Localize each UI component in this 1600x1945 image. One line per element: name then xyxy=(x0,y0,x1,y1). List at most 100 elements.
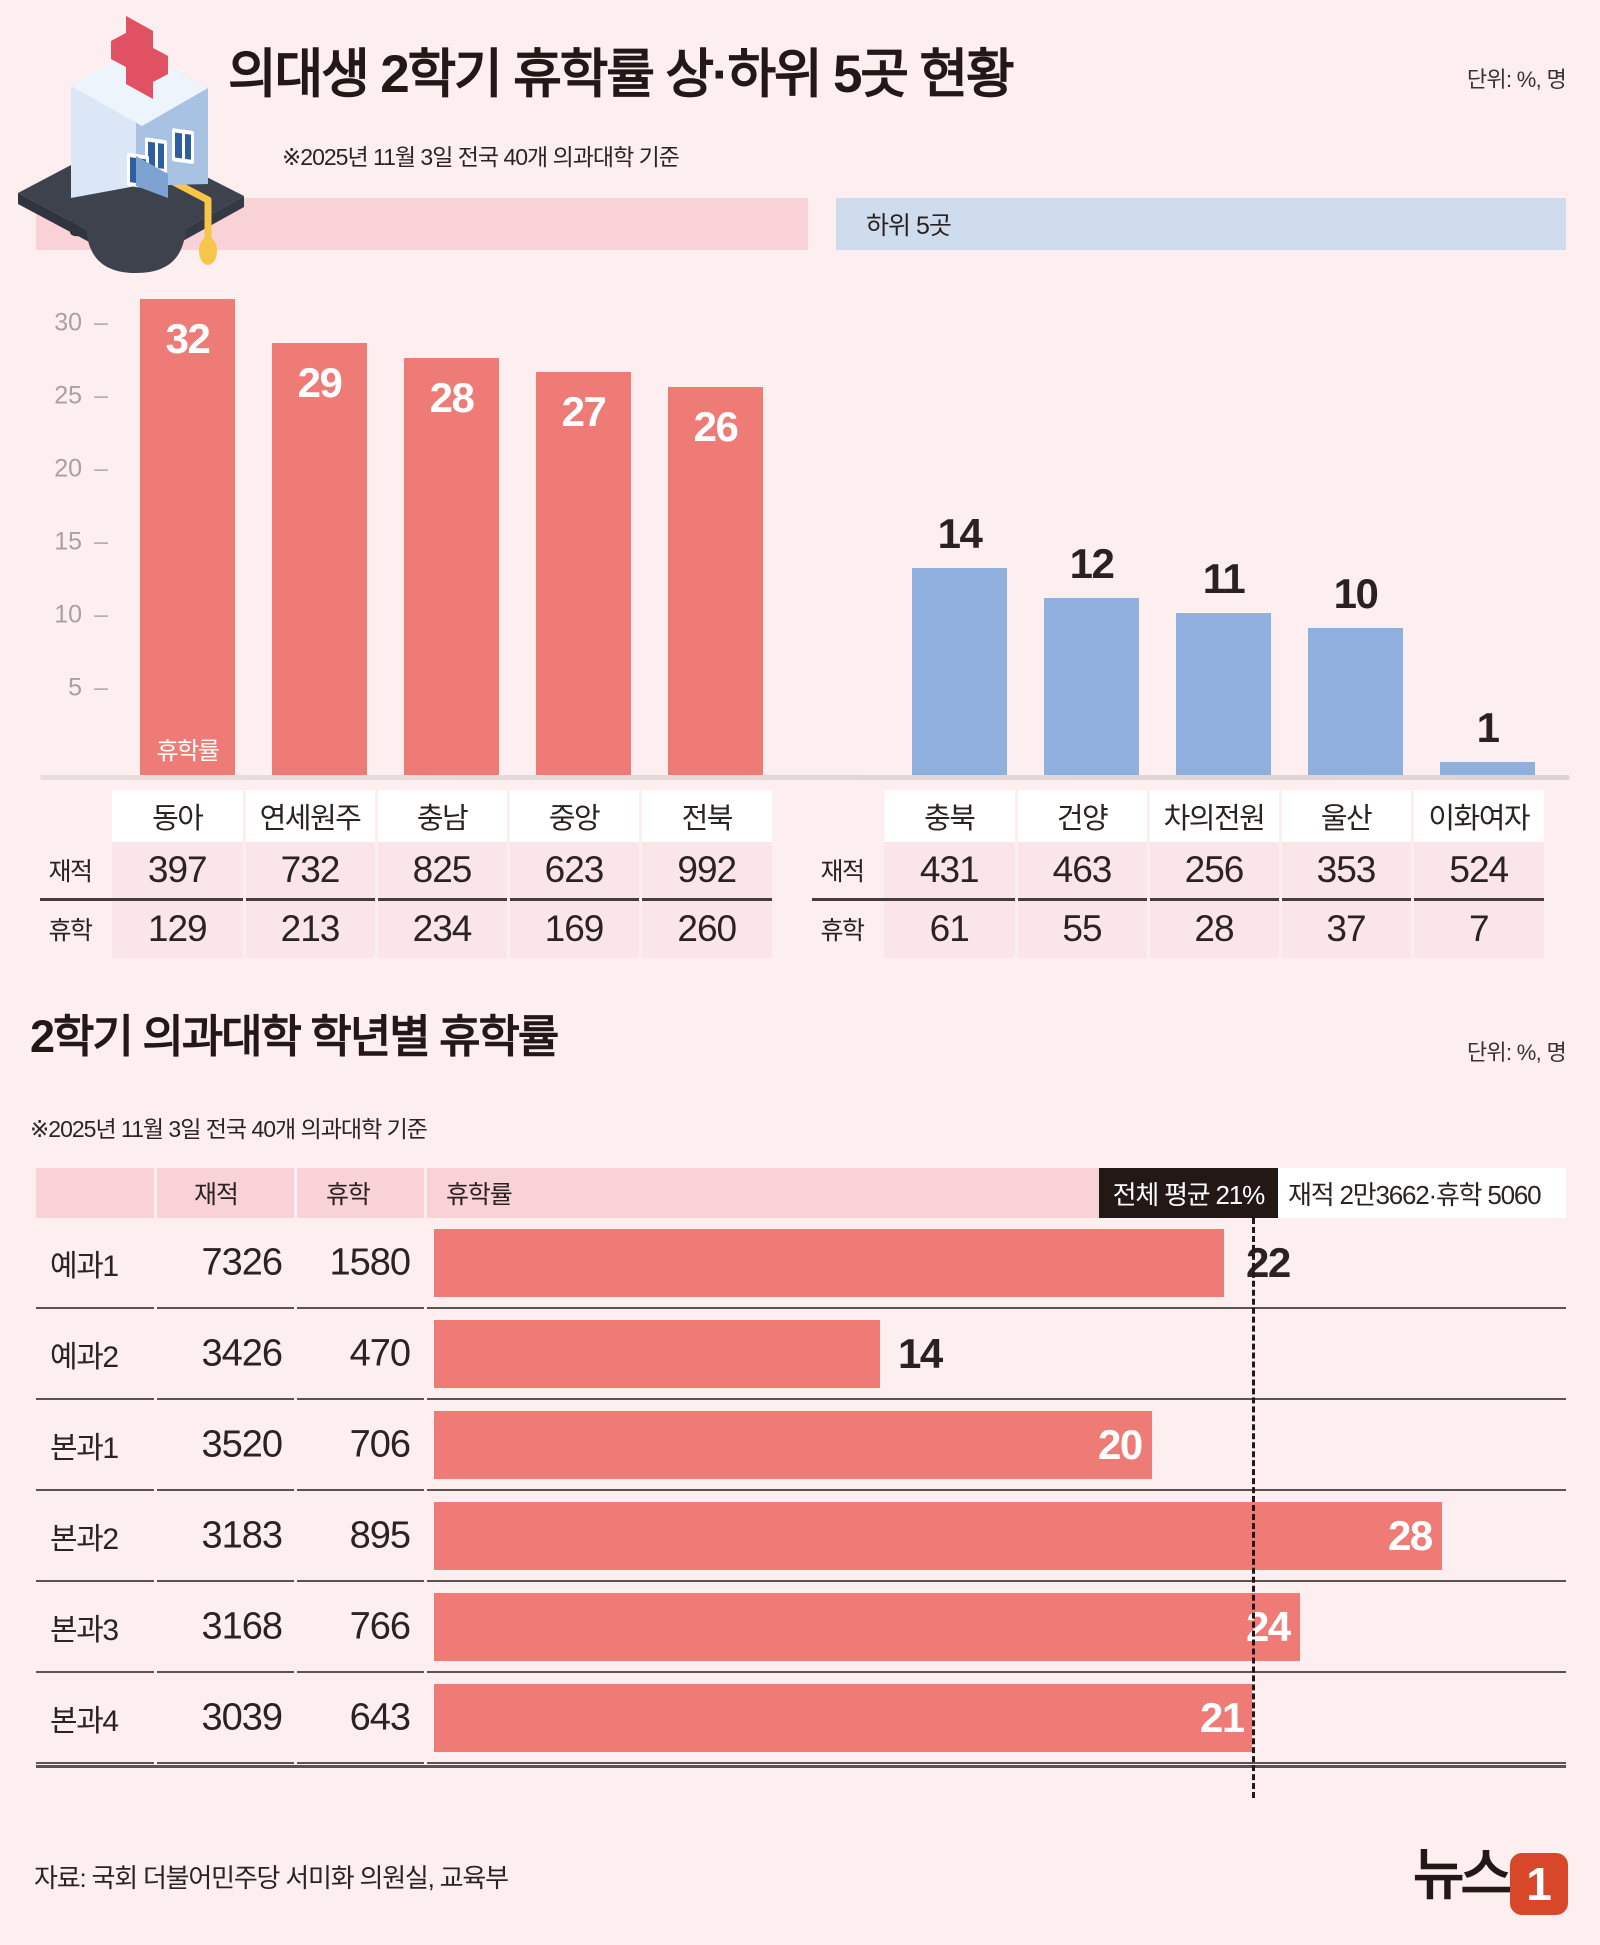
bar-konyang: 12 xyxy=(1044,540,1139,778)
cell-leave: 470 xyxy=(349,1332,411,1374)
bar-value: 26 xyxy=(693,403,739,450)
cell-enrolled: 623 xyxy=(506,842,640,899)
rate-value: 14 xyxy=(898,1329,943,1377)
grade-row-bonkwa4: 본과4 3039 643 21 xyxy=(36,1673,1566,1764)
column-divider xyxy=(424,1582,427,1673)
table-row-enrolled: 재적 431 463 256 353 524 xyxy=(812,842,1544,899)
column-divider xyxy=(424,1309,427,1400)
bar-value: 11 xyxy=(1202,555,1246,602)
cell-enrolled: 3426 xyxy=(201,1332,283,1374)
cell-enrolled: 524 xyxy=(1410,842,1544,899)
column-chart: 30– 25– 20– 15– 10– 5– 32 휴학률 29 28 27 2… xyxy=(0,278,1600,780)
grade-table-header: 재적 휴학 휴학률 전체 평균 21% 재적 2만3662·휴학 5060 xyxy=(36,1168,1566,1218)
average-reference-line xyxy=(1252,1218,1255,1798)
column-divider xyxy=(154,1218,157,1309)
col-header: 동아 xyxy=(112,790,244,842)
cell-enrolled: 732 xyxy=(242,842,376,899)
logo-text: 뉴스 xyxy=(1412,1843,1512,1906)
col-header: 충남 xyxy=(374,790,508,842)
row-label: 본과4 xyxy=(50,1704,119,1738)
rate-bar xyxy=(434,1228,1224,1297)
banner-bottom5-label: 하위 5곳 xyxy=(866,212,952,240)
table-bottom5: 충북 건양 차의전원 울산 이화여자 재적 431 463 256 353 52… xyxy=(812,790,1544,958)
grade-row-bonkwa3: 본과3 3168 766 24 xyxy=(36,1582,1566,1673)
col-header-rate: 휴학률 xyxy=(446,1181,513,1209)
column-divider xyxy=(424,1400,427,1491)
row-label-enrolled: 재적 xyxy=(48,857,93,886)
cell-leave: 37 xyxy=(1278,900,1412,958)
column-divider xyxy=(154,1673,157,1764)
bar-jungang: 27 xyxy=(536,372,631,778)
col-header: 충북 xyxy=(884,790,1016,842)
cell-leave: 234 xyxy=(374,900,508,958)
bar-value: 32 xyxy=(165,315,211,362)
table-row-enrolled: 재적 397 732 825 623 992 xyxy=(40,842,772,899)
grade-row-bonkwa1: 본과1 3520 706 20 xyxy=(36,1400,1566,1491)
column-divider xyxy=(294,1582,297,1673)
total-badge: 재적 2만3662·휴학 5060 xyxy=(1278,1168,1566,1218)
cell-leave: 61 xyxy=(884,900,1016,958)
column-divider xyxy=(294,1673,297,1764)
cell-enrolled: 256 xyxy=(1146,842,1280,899)
row-label: 예과1 xyxy=(50,1249,119,1283)
bar-jeonbuk: 26 xyxy=(668,387,763,778)
column-divider xyxy=(294,1218,297,1309)
header-divider xyxy=(424,1168,427,1218)
cell-leave: 129 xyxy=(112,900,244,958)
bar-dong-a: 32 휴학률 xyxy=(140,299,235,778)
cell-leave: 260 xyxy=(638,900,772,958)
cell-enrolled: 3168 xyxy=(201,1605,283,1647)
rate-bar xyxy=(434,1319,880,1388)
cell-leave: 169 xyxy=(506,900,640,958)
y-tick-15: 15– xyxy=(54,527,108,556)
col-header: 중앙 xyxy=(506,790,640,842)
section2-title: 2학기 의과대학 학년별 휴학률 xyxy=(30,1011,559,1062)
column-divider xyxy=(424,1218,427,1309)
rate-bar xyxy=(434,1592,1300,1661)
column-divider xyxy=(154,1491,157,1582)
chart-baseline xyxy=(40,775,1570,780)
bar-value: 12 xyxy=(1069,540,1115,587)
cell-enrolled: 3039 xyxy=(201,1696,283,1738)
column-divider xyxy=(294,1491,297,1582)
cell-leave: 28 xyxy=(1146,900,1280,958)
cell-leave: 7 xyxy=(1410,900,1544,958)
cell-enrolled: 992 xyxy=(638,842,772,899)
unit-label-top: 단위: %, 명 xyxy=(1466,67,1567,92)
cell-enrolled: 3520 xyxy=(201,1423,283,1465)
rate-bar xyxy=(434,1683,1252,1752)
bar-value: 28 xyxy=(429,374,475,421)
bar-chungbuk: 14 xyxy=(912,510,1007,778)
rate-value: 21 xyxy=(1200,1693,1245,1741)
cell-leave: 766 xyxy=(349,1605,411,1647)
table-row-leave: 휴학 129 213 234 169 260 xyxy=(40,900,772,958)
header-divider xyxy=(154,1168,157,1218)
cell-enrolled: 353 xyxy=(1278,842,1412,899)
cell-enrolled: 397 xyxy=(112,842,244,899)
data-table-bottom5: 충북 건양 차의전원 울산 이화여자 재적 431 463 256 353 52… xyxy=(812,790,1544,958)
cell-leave: 1580 xyxy=(329,1241,411,1283)
bar-group: 32 휴학률 29 28 27 26 14 12 11 xyxy=(0,278,1600,778)
column-divider xyxy=(424,1491,427,1582)
hospital-building-icon xyxy=(71,16,208,198)
grade-table: 재적 휴학 휴학률 전체 평균 21% 재적 2만3662·휴학 5060 예과… xyxy=(36,1168,1566,1798)
row-label: 본과2 xyxy=(50,1522,119,1556)
col-header: 건양 xyxy=(1014,790,1148,842)
table-row-leave: 휴학 61 55 28 37 7 xyxy=(812,900,1544,958)
average-badge: 전체 평균 21% xyxy=(1098,1168,1278,1218)
bar-cha-univ: 11 xyxy=(1176,555,1271,778)
top-data-tables: 동아 연세원주 충남 중앙 전북 재적 397 732 825 623 992 … xyxy=(0,790,1600,970)
col-header: 울산 xyxy=(1278,790,1412,842)
row-label-leave: 휴학 xyxy=(820,917,865,945)
table-divider xyxy=(812,897,1544,902)
bar-value: 29 xyxy=(297,359,343,406)
cell-leave: 643 xyxy=(349,1696,411,1738)
section2-note: ※2025년 11월 3일 전국 40개 의과대학 기준 xyxy=(30,1116,428,1142)
column-divider xyxy=(154,1309,157,1400)
cell-leave: 55 xyxy=(1014,900,1148,958)
data-table-top5: 동아 연세원주 충남 중앙 전북 재적 397 732 825 623 992 … xyxy=(40,790,772,958)
logo-badge: 1 xyxy=(1510,1853,1568,1915)
col-header: 차의전원 xyxy=(1146,790,1280,842)
column-divider xyxy=(154,1400,157,1491)
